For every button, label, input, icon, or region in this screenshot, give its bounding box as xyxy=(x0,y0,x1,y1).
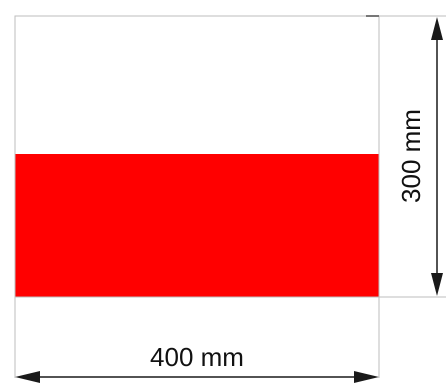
width-arrowhead-left xyxy=(15,371,40,383)
flag-bottom-band xyxy=(15,154,379,297)
width-dimension-label: 400 mm xyxy=(150,342,244,372)
height-arrowhead-top xyxy=(431,17,443,40)
height-dimension-label: 300 mm xyxy=(396,109,426,203)
height-arrowhead-bottom xyxy=(431,273,443,296)
flag-top-band xyxy=(15,16,379,154)
width-arrowhead-right xyxy=(354,371,379,383)
flag-outline xyxy=(14,15,380,298)
